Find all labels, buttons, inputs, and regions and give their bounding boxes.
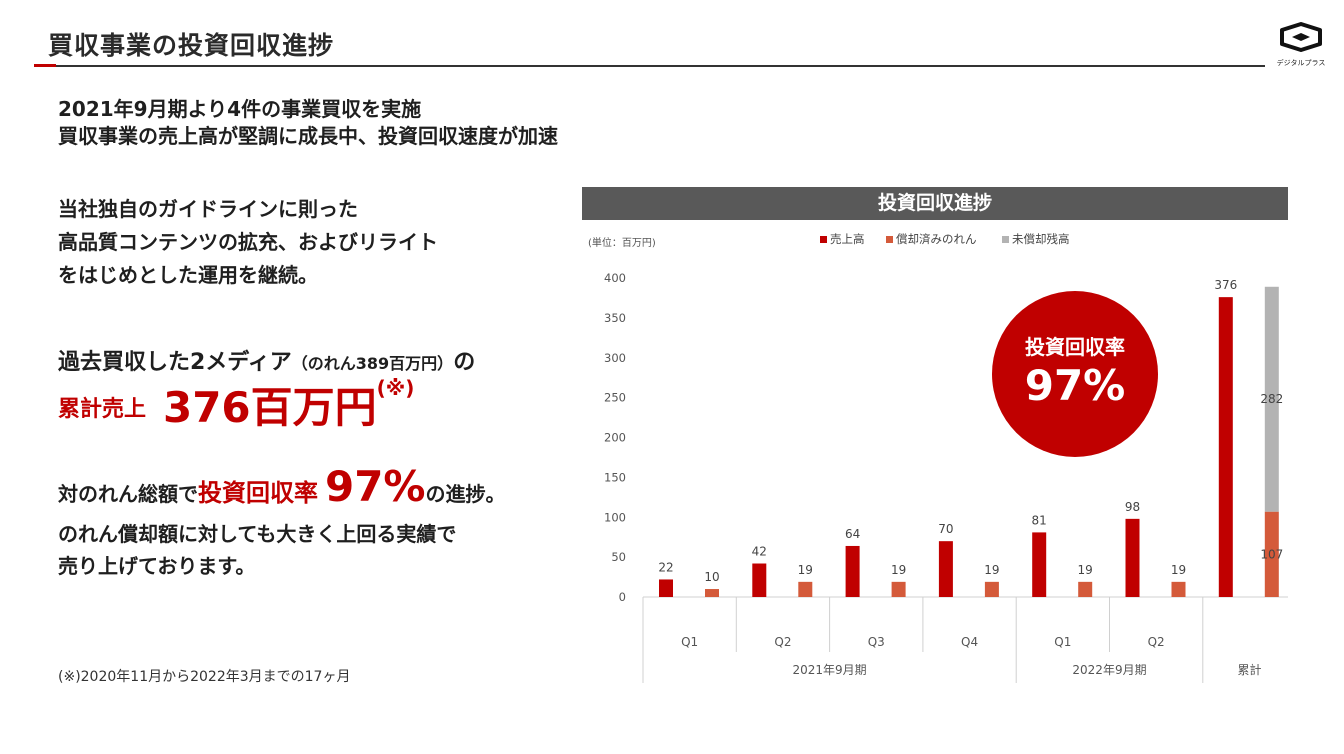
legend-swatch-1 [886,236,893,243]
y-tick-label-0: 0 [619,590,626,604]
progress-suffix: の進捗。 [425,482,506,506]
cumulative-note-mark: (※) [376,376,415,400]
cumulative-value: 376百万円 [162,383,377,432]
legend-label-1: 償却済みのれん [896,232,977,246]
bar-remaining-6 [1264,286,1279,512]
progress-rate-label: 投資回収率 [198,479,318,507]
investment-recovery-chart: (単位：百万円) 売上高 償却済みのれん 未償却残高 0 50 100 150 200 250 30… [588,232,1288,683]
bar-revenue-5 [1125,518,1140,597]
logo-mark-icon [1280,22,1322,52]
data-label-revenue-6: 376 [1214,278,1237,292]
data-label-revenue-3: 70 [938,522,953,536]
legend-label-0: 売上高 [830,232,865,246]
chart-title: 投資回収進捗 [582,187,1288,220]
y-tick-label-400: 400 [604,271,626,285]
guideline-line-1: 当社独自のガイドラインに則った [58,197,358,221]
footnote: (※)2020年11月から2022年3月までの17ヶ月 [58,669,351,685]
x-tick-label-1: Q2 [774,635,791,649]
cumulative-label: 累計売上 [58,397,147,422]
y-tick-label-150: 150 [604,470,626,484]
data-label-amortized-6: 107 [1260,547,1283,561]
guideline-line-3: をはじめとした運用を継続。 [58,263,318,287]
title-accent-mark [34,64,56,67]
company-logo: デジタルプラス [1270,20,1332,70]
bar-revenue-0 [659,579,673,597]
logo-caption: デジタルプラス [1276,59,1326,67]
bar-revenue-2 [845,545,860,597]
data-label-amortized-4: 19 [1078,563,1093,577]
data-label-revenue-2: 64 [845,527,860,541]
y-tick-label-200: 200 [604,431,626,445]
data-label-amortized-2: 19 [891,563,906,577]
recovery-rate-badge-label: 投資回収率 [1025,335,1125,359]
legend-swatch-2 [1002,236,1009,243]
x-tick-label-2: Q3 [868,635,885,649]
bar-amortized-6 [1264,511,1279,597]
progress-line-2: のれん償却額に対しても大きく上回る実績で [58,522,457,546]
x-group-label-1: 2022年9月期 [1072,663,1146,677]
data-label-remaining-6: 282 [1260,392,1283,406]
chart-unit-label: (単位：百万円) [588,236,656,249]
data-label-revenue-4: 81 [1032,513,1047,527]
bar-revenue-6 [1218,297,1233,597]
title-divider [34,65,1265,67]
progress-line-1: 対のれん総額で投資回収率 97%の進捗。 [58,462,506,511]
cumulative-line: 累計売上 376百万円(※) [58,374,414,435]
chart-data-labels: 22 10 42 19 64 19 70 19 81 19 98 19 376 282 107 [658,278,1283,584]
x-tick-label-4: Q1 [1054,635,1071,649]
data-label-revenue-0: 22 [658,560,673,574]
media-suffix: の [453,350,476,375]
media-prefix: 過去買収した2メディア [58,350,292,375]
x-tick-label-0: Q1 [681,635,698,649]
progress-prefix: 対のれん総額で [58,482,198,506]
y-tick-label-100: 100 [604,510,626,524]
bar-amortized-5 [1171,581,1186,597]
bar-revenue-1 [752,563,767,597]
progress-rate-value: 97% [324,462,426,511]
summary-line-2: 買収事業の売上高が堅調に成長中、投資回収速度が加速 [58,124,558,148]
y-tick-label-250: 250 [604,391,626,405]
bar-revenue-3 [938,541,953,597]
media-line: 過去買収した2メディア（のれん389百万円）の [58,344,475,376]
x-group-label-2: 累計 [1237,662,1261,677]
x-tick-label-5: Q2 [1148,635,1165,649]
chart-bars [659,286,1279,597]
data-label-amortized-3: 19 [984,563,999,577]
y-tick-label-300: 300 [604,351,626,365]
bar-amortized-2 [891,581,906,597]
x-group-label-0: 2021年9月期 [793,663,867,677]
y-tick-label-350: 350 [604,311,626,325]
data-label-amortized-5: 19 [1171,563,1186,577]
data-label-revenue-1: 42 [752,545,767,559]
bar-amortized-1 [798,581,813,597]
bar-revenue-4 [1032,532,1047,597]
bar-amortized-3 [984,581,999,597]
guideline-line-2: 高品質コンテンツの拡充、およびリライト [58,230,438,254]
data-label-amortized-1: 19 [798,563,813,577]
y-tick-label-50: 50 [611,550,626,564]
bar-amortized-0 [705,589,719,597]
data-label-amortized-0: 10 [704,570,719,584]
progress-line-3: 売り上げております。 [58,554,256,578]
data-label-revenue-5: 98 [1125,500,1140,514]
recovery-rate-badge-value: 97% [1024,361,1126,410]
media-goodwill-note: （のれん389百万円） [291,354,454,373]
chart-axes: (単位：百万円) 売上高 償却済みのれん 未償却残高 0 50 100 150 200 250 30… [588,232,1288,683]
recovery-rate-badge: 投資回収率 97% [992,291,1158,457]
bar-amortized-4 [1078,581,1093,597]
legend-label-2: 未償却残高 [1012,232,1070,246]
page-title: 買収事業の投資回収進捗 [48,31,335,60]
x-tick-label-3: Q4 [961,635,978,649]
summary-line-1: 2021年9月期より4件の事業買収を実施 [58,97,422,121]
legend-swatch-0 [820,236,827,243]
